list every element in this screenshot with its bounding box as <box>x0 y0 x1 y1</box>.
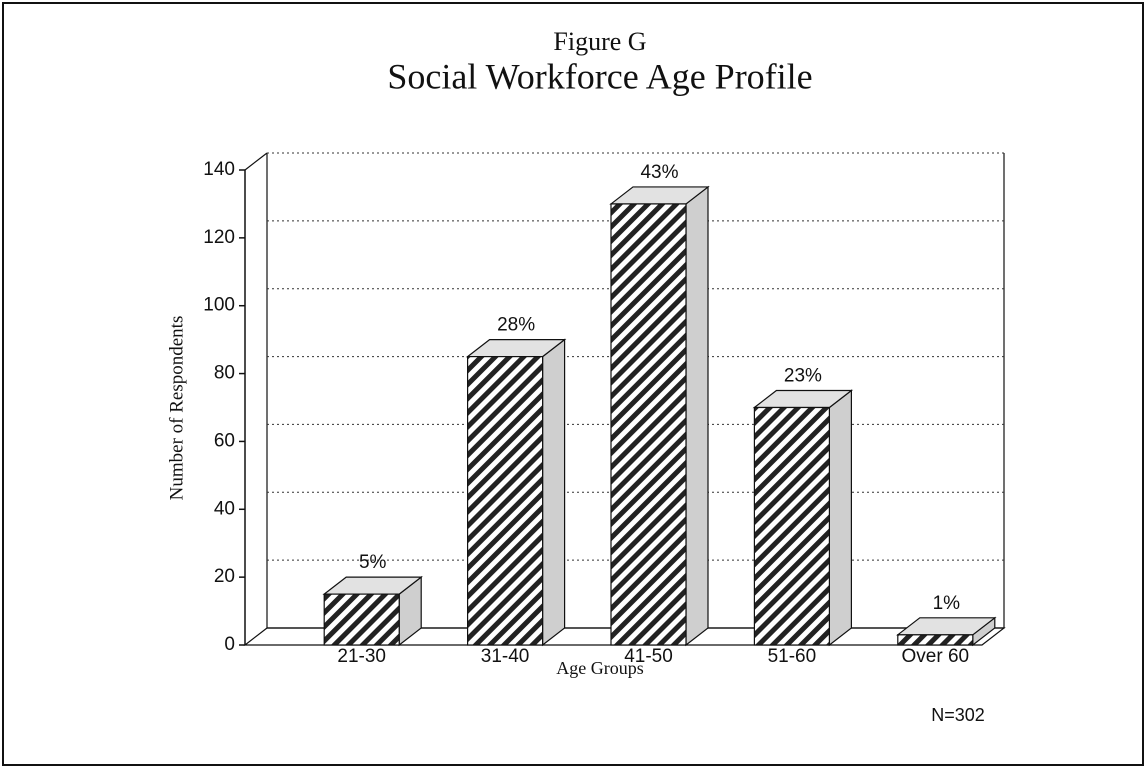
y-tick-label: 120 <box>203 227 235 248</box>
chart-subtitle: Social Workforce Age Profile <box>387 56 812 96</box>
y-tick-label: 20 <box>214 566 235 587</box>
x-tick-label: 51-60 <box>768 646 817 667</box>
x-tick-label: 21-30 <box>337 646 386 667</box>
y-tick-label: 60 <box>214 430 235 451</box>
bar-side <box>685 185 709 647</box>
value-label: 1% <box>933 593 961 614</box>
bar <box>610 203 687 646</box>
y-tick-label: 0 <box>224 634 235 655</box>
x-tick-label: 31-40 <box>481 646 530 667</box>
y-tick-label: 40 <box>214 498 235 519</box>
bar <box>897 634 974 646</box>
y-axis-title: Number of Respondents <box>166 316 187 501</box>
floor <box>243 627 1006 646</box>
x-tick-label: 41-50 <box>624 646 673 667</box>
bar-side <box>828 389 853 647</box>
value-label: 23% <box>784 366 822 387</box>
bar-side <box>541 338 566 647</box>
y-axis-side <box>244 152 268 171</box>
y-tick-label: 100 <box>203 295 235 316</box>
y-tick-label: 80 <box>214 363 235 384</box>
value-label: 5% <box>359 552 387 573</box>
note: N=302 <box>931 705 985 725</box>
bar <box>323 593 400 646</box>
x-axis-title: Age Groups <box>556 658 644 678</box>
value-label: 43% <box>640 162 678 183</box>
value-label: 28% <box>497 315 535 336</box>
chart-title: Figure G <box>553 27 646 56</box>
y-tick-label: 140 <box>203 159 235 180</box>
bar <box>467 356 544 646</box>
x-tick-label: Over 60 <box>902 646 970 667</box>
bar <box>753 406 831 646</box>
